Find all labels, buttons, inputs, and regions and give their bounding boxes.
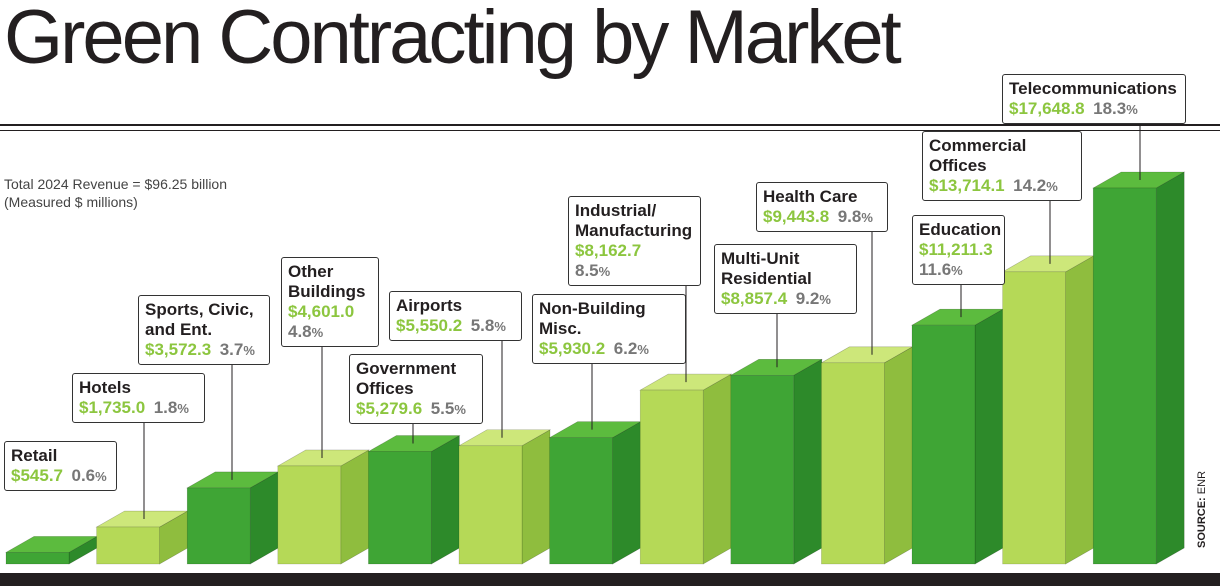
- source-credit: SOURCE: ENR: [1196, 471, 1208, 548]
- bar-side-12: [1155, 171, 1185, 565]
- bar-label-percent: 5.5%: [430, 399, 466, 418]
- bar-label-percent: 11.6%: [919, 260, 963, 279]
- bar-label-6: Non-Building Misc. $5,930.2 6.2%: [532, 294, 686, 364]
- bar-side-9: [884, 346, 913, 565]
- bar-7: [639, 389, 704, 565]
- bar-label-name: Multi-Unit: [721, 249, 800, 268]
- bar-label-value: $8,857.4: [721, 289, 788, 308]
- bar-1: [96, 526, 160, 565]
- bar-5: [458, 445, 523, 565]
- bar-side-6: [612, 421, 641, 565]
- bar-10: [911, 324, 976, 565]
- bar-side-11: [1065, 255, 1094, 565]
- bar-label-value: $11,211.3: [919, 240, 993, 259]
- bar-label-name: Residential: [721, 269, 812, 288]
- bar-label-3: Other Buildings $4,601.0 4.8%: [281, 257, 379, 347]
- bar-label-name: Health Care: [763, 187, 858, 206]
- bar-3: [277, 465, 342, 565]
- bar-label-percent: 14.2%: [1013, 176, 1058, 195]
- title-rule-bottom: [0, 130, 1220, 131]
- bar-label-value: $5,279.6: [356, 399, 423, 418]
- bar-label-percent: 5.8%: [470, 316, 506, 335]
- bar-label-value: $5,930.2: [539, 339, 606, 358]
- bar-label-name: Commercial: [929, 136, 1027, 155]
- bar-label-value: $17,648.8: [1009, 99, 1085, 118]
- bar-label-name: Buildings: [288, 282, 366, 301]
- bar-label-percent: 1.8%: [153, 398, 189, 417]
- source-label: SOURCE:: [1196, 497, 1208, 548]
- bar-8: [730, 374, 795, 565]
- bar-label-percent: 9.8%: [837, 207, 873, 226]
- bar-label-value: $13,714.1: [929, 176, 1005, 195]
- bar-label-2: Sports, Civic, and Ent. $3,572.3 3.7%: [138, 295, 270, 365]
- note-total: Total 2024 Revenue = $96.25 billion: [4, 176, 228, 192]
- source-text: ENR: [1196, 470, 1208, 495]
- bar-label-12: Telecommunications $17,648.8 18.3%: [1002, 74, 1186, 124]
- bar-label-5: Airports $5,550.2 5.8%: [389, 291, 522, 341]
- bar-label-9: Health Care $9,443.8 9.8%: [756, 182, 888, 232]
- bar-12: [1092, 187, 1157, 565]
- bar-label-10: Education $11,211.3 11.6%: [912, 215, 1005, 285]
- bar-label-name: Industrial/: [575, 201, 657, 220]
- bar-label-0: Retail $545.7 0.6%: [4, 441, 117, 491]
- bar-label-percent: 18.3%: [1093, 99, 1138, 118]
- bar-4: [368, 451, 432, 565]
- bar-label-value: $545.7: [11, 466, 63, 485]
- bar-label-name: and Ent.: [145, 320, 213, 339]
- bar-side-7: [702, 373, 732, 565]
- bar-label-name: Offices: [356, 379, 414, 398]
- bar-label-value: $3,572.3: [145, 340, 212, 359]
- bar-label-value: $8,162.7: [575, 241, 642, 260]
- bar-side-3: [340, 449, 370, 565]
- bar-label-name: Offices: [929, 156, 987, 175]
- bar-side-10: [974, 308, 1004, 565]
- bar-label-1: Hotels $1,735.0 1.8%: [72, 373, 205, 423]
- bar-2: [186, 487, 251, 565]
- bar-label-7: Industrial/Manufacturing $8,162.7 8.5%: [568, 196, 701, 286]
- bar-label-name: Telecommunications: [1009, 79, 1177, 98]
- bar-label-name: Non-Building: [539, 299, 646, 318]
- bar-label-percent: 0.6%: [71, 466, 107, 485]
- bar-label-name: Hotels: [79, 378, 131, 397]
- bar-side-8: [793, 358, 823, 565]
- title-rule-top: [0, 124, 1220, 126]
- bar-label-name: Education: [919, 220, 1002, 239]
- bar-label-name: Airports: [396, 296, 463, 315]
- bar-label-value: $1,735.0: [79, 398, 146, 417]
- bar-side-5: [521, 429, 551, 565]
- bar-label-value: $9,443.8: [763, 207, 830, 226]
- note-measured: (Measured $ millions): [4, 194, 138, 210]
- bar-label-name: Other: [288, 262, 334, 281]
- bar-label-percent: 4.8%: [288, 322, 324, 341]
- bar-label-11: Commercial Offices $13,714.1 14.2%: [922, 131, 1082, 201]
- chart-title: Green Contracting by Market: [4, 0, 902, 80]
- bar-label-name: Misc.: [539, 319, 582, 338]
- bar-0: [5, 552, 70, 565]
- bar-11: [1002, 271, 1066, 565]
- bar-label-percent: 3.7%: [219, 340, 255, 359]
- bar-6: [549, 437, 613, 565]
- bar-label-name: Retail: [11, 446, 58, 465]
- bar-9: [821, 362, 885, 565]
- bar-label-percent: 8.5%: [575, 261, 611, 280]
- bar-label-percent: 9.2%: [795, 289, 831, 308]
- bar-side-4: [431, 435, 460, 565]
- bar-label-name: Sports, Civic,: [145, 300, 254, 319]
- bar-label-name: Manufacturing: [575, 221, 693, 240]
- bar-label-name: Government: [356, 359, 457, 378]
- revenue-note: Total 2024 Revenue = $96.25 billion (Mea…: [4, 175, 227, 211]
- bar-label-8: Multi-Unit Residential $8,857.4 9.2%: [714, 244, 857, 314]
- bar-label-percent: 6.2%: [613, 339, 649, 358]
- bar-label-value: $4,601.0: [288, 302, 355, 321]
- bottom-bar: [0, 573, 1220, 586]
- bar-label-value: $5,550.2: [396, 316, 463, 335]
- bar-label-4: Government Offices $5,279.6 5.5%: [349, 354, 483, 424]
